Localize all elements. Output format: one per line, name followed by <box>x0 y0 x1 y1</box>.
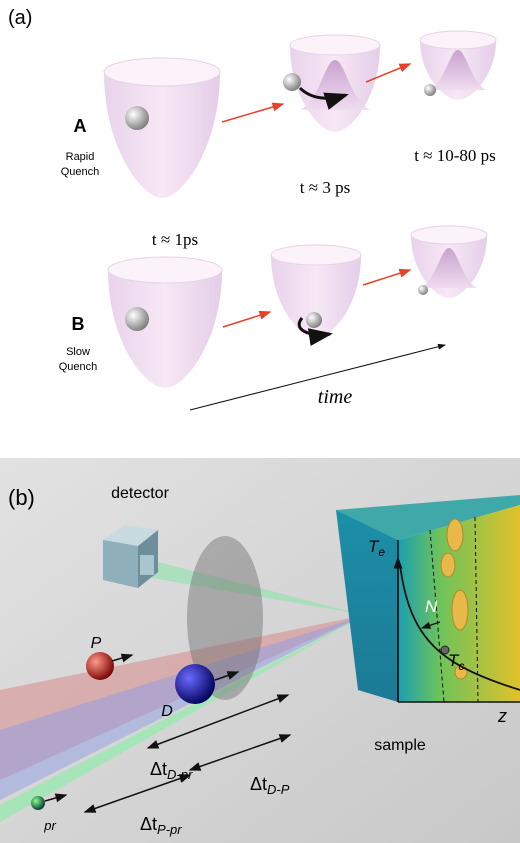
well <box>420 31 496 100</box>
time-label: t ≈ 1ps <box>152 230 198 249</box>
panel-label: (b) <box>8 485 35 510</box>
row-text: Quench <box>61 166 100 178</box>
pulse-label: pr <box>43 818 56 833</box>
row-letter: A <box>74 116 87 136</box>
arrow <box>222 104 283 122</box>
pulse-label: P <box>91 635 102 652</box>
sample-label: z <box>497 706 507 726</box>
pulse-label: D <box>161 703 173 720</box>
detector-label: detector <box>111 485 169 502</box>
delay-subscript: D-P <box>267 782 290 797</box>
well <box>411 226 487 298</box>
well <box>271 245 361 338</box>
well <box>283 35 380 132</box>
time-label: t ≈ 3 ps <box>300 178 350 197</box>
delay-symbol: Δt <box>140 814 157 834</box>
axis-label: time <box>318 386 353 408</box>
well <box>108 257 222 388</box>
subscript: c <box>458 659 464 673</box>
panel-a: (a) A Rapid Quench t ≈ 1ps t ≈ 3 ps t ≈ … <box>8 7 496 410</box>
delay-subscript: D-pr <box>167 767 193 782</box>
pulse <box>31 796 45 810</box>
figure: (a) A Rapid Quench t ≈ 1ps t ≈ 3 ps t ≈ … <box>0 0 520 843</box>
delay-subscript: P-pr <box>157 822 182 837</box>
row-text: Quench <box>59 361 98 373</box>
arrow <box>223 312 270 327</box>
pulse <box>86 652 114 680</box>
delay-symbol: Δt <box>150 759 167 779</box>
row-text: Slow <box>66 346 90 358</box>
sample-caption: sample <box>374 737 426 754</box>
well <box>104 58 220 198</box>
pulse <box>175 664 215 704</box>
sample-label: N <box>425 597 438 616</box>
panel-b: (b) detector P D pr ΔtD-pr ΔtD-P ΔtP-pr … <box>0 458 520 843</box>
detector <box>103 525 158 588</box>
row-text: Rapid <box>66 151 95 163</box>
row-letter: B <box>72 314 85 334</box>
delay-symbol: Δt <box>250 774 267 794</box>
arrow <box>363 270 410 285</box>
time-label: t ≈ 10-80 ps <box>414 146 496 165</box>
panel-label: (a) <box>8 7 32 29</box>
subscript: e <box>378 545 385 559</box>
